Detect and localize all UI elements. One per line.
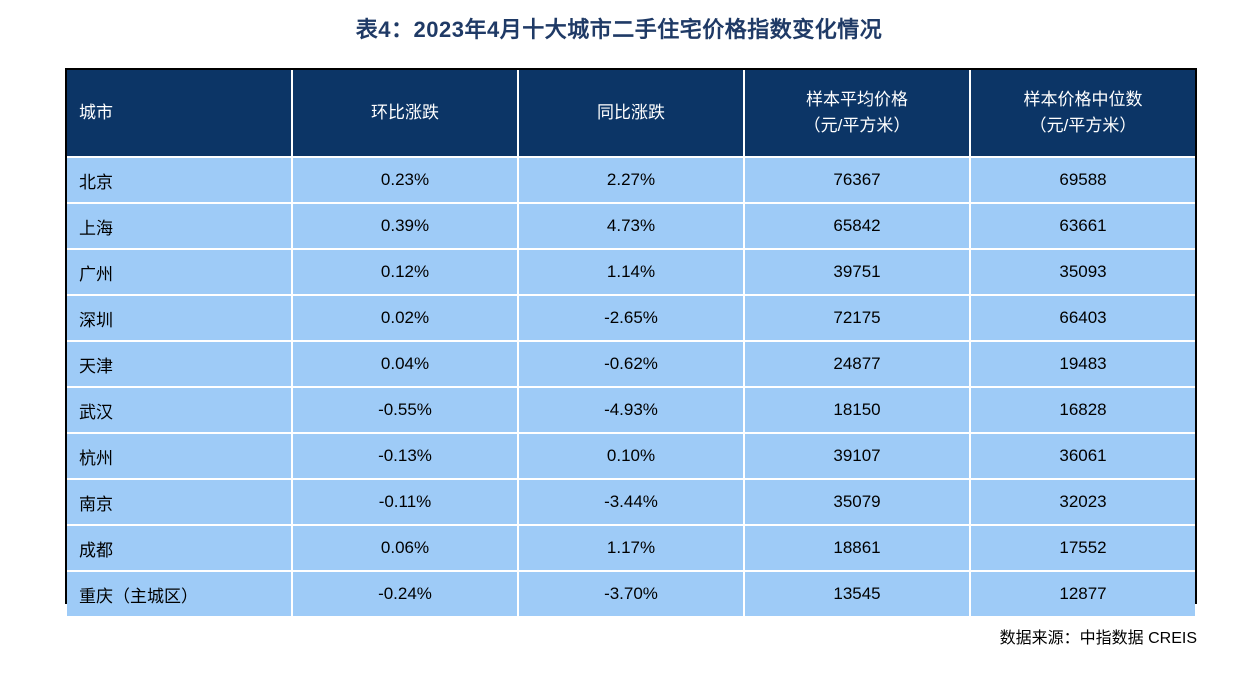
data-source-note: 数据来源：中指数据 CREIS bbox=[999, 630, 1197, 647]
cell-median-price: 36061 bbox=[970, 433, 1195, 480]
cell-avg-price: 72175 bbox=[744, 295, 971, 342]
table-title: 表4：2023年4月十大城市二手住宅价格指数变化情况 bbox=[355, 17, 883, 42]
cell-yoy-change: 1.17% bbox=[518, 525, 745, 572]
price-index-table: 城市 环比涨跌 同比涨跌 样本平均价格 （元/平方米） 样本价格中位数 （元/平… bbox=[65, 68, 1197, 616]
cell-yoy-change: -2.65% bbox=[518, 295, 745, 342]
table-row: 成都 0.06% 1.17% 18861 17552 bbox=[67, 525, 1195, 572]
cell-mom-change: -0.11% bbox=[292, 479, 519, 526]
cell-median-price: 66403 bbox=[970, 295, 1195, 342]
cell-mom-change: -0.24% bbox=[292, 571, 519, 616]
header-avg-price-unit: （元/平方米） bbox=[803, 116, 911, 135]
cell-mom-change: -0.55% bbox=[292, 387, 519, 434]
header-median-price-label: 样本价格中位数 bbox=[1023, 90, 1143, 109]
cell-mom-change: 0.23% bbox=[292, 157, 519, 204]
cell-yoy-change: 0.10% bbox=[518, 433, 745, 480]
header-yoy-change-label: 同比涨跌 bbox=[597, 103, 665, 122]
cell-city: 北京 bbox=[67, 157, 293, 204]
cell-avg-price: 65842 bbox=[744, 203, 971, 250]
table-row: 杭州 -0.13% 0.10% 39107 36061 bbox=[67, 433, 1195, 480]
table-row: 天津 0.04% -0.62% 24877 19483 bbox=[67, 341, 1195, 388]
cell-yoy-change: -3.44% bbox=[518, 479, 745, 526]
table-header-row: 城市 环比涨跌 同比涨跌 样本平均价格 （元/平方米） 样本价格中位数 （元/平… bbox=[67, 70, 1195, 158]
cell-mom-change: 0.04% bbox=[292, 341, 519, 388]
cell-city: 重庆（主城区） bbox=[67, 571, 293, 616]
cell-median-price: 63661 bbox=[970, 203, 1195, 250]
header-avg-price-label: 样本平均价格 bbox=[806, 90, 908, 109]
cell-mom-change: 0.06% bbox=[292, 525, 519, 572]
cell-yoy-change: 4.73% bbox=[518, 203, 745, 250]
header-mom-change-label: 环比涨跌 bbox=[371, 103, 439, 122]
cell-median-price: 69588 bbox=[970, 157, 1195, 204]
cell-median-price: 16828 bbox=[970, 387, 1195, 434]
cell-mom-change: 0.02% bbox=[292, 295, 519, 342]
cell-avg-price: 24877 bbox=[744, 341, 971, 388]
header-mom-change: 环比涨跌 bbox=[292, 70, 519, 158]
header-city: 城市 bbox=[67, 70, 293, 158]
cell-city: 武汉 bbox=[67, 387, 293, 434]
cell-yoy-change: -3.70% bbox=[518, 571, 745, 616]
cell-median-price: 12877 bbox=[970, 571, 1195, 616]
table-row: 深圳 0.02% -2.65% 72175 66403 bbox=[67, 295, 1195, 342]
cell-median-price: 17552 bbox=[970, 525, 1195, 572]
cell-avg-price: 39751 bbox=[744, 249, 971, 296]
cell-avg-price: 13545 bbox=[744, 571, 971, 616]
cell-avg-price: 76367 bbox=[744, 157, 971, 204]
cell-city: 杭州 bbox=[67, 433, 293, 480]
cell-city: 南京 bbox=[67, 479, 293, 526]
cell-yoy-change: 2.27% bbox=[518, 157, 745, 204]
table-row: 上海 0.39% 4.73% 65842 63661 bbox=[67, 203, 1195, 250]
header-median-price: 样本价格中位数 （元/平方米） bbox=[970, 70, 1195, 158]
cell-city: 成都 bbox=[67, 525, 293, 572]
cell-city: 上海 bbox=[67, 203, 293, 250]
cell-avg-price: 35079 bbox=[744, 479, 971, 526]
cell-median-price: 19483 bbox=[970, 341, 1195, 388]
header-median-price-unit: （元/平方米） bbox=[1029, 116, 1137, 135]
cell-city: 深圳 bbox=[67, 295, 293, 342]
header-yoy-change: 同比涨跌 bbox=[518, 70, 745, 158]
cell-median-price: 35093 bbox=[970, 249, 1195, 296]
cell-city: 天津 bbox=[67, 341, 293, 388]
cell-mom-change: 0.12% bbox=[292, 249, 519, 296]
table-row: 广州 0.12% 1.14% 39751 35093 bbox=[67, 249, 1195, 296]
cell-avg-price: 18150 bbox=[744, 387, 971, 434]
cell-avg-price: 39107 bbox=[744, 433, 971, 480]
cell-avg-price: 18861 bbox=[744, 525, 971, 572]
table-row: 重庆（主城区） -0.24% -3.70% 13545 12877 bbox=[67, 571, 1195, 616]
header-avg-price: 样本平均价格 （元/平方米） bbox=[744, 70, 971, 158]
cell-mom-change: -0.13% bbox=[292, 433, 519, 480]
cell-yoy-change: -0.62% bbox=[518, 341, 745, 388]
cell-mom-change: 0.39% bbox=[292, 203, 519, 250]
table-row: 北京 0.23% 2.27% 76367 69588 bbox=[67, 157, 1195, 204]
header-city-label: 城市 bbox=[79, 103, 113, 122]
cell-median-price: 32023 bbox=[970, 479, 1195, 526]
cell-city: 广州 bbox=[67, 249, 293, 296]
cell-yoy-change: 1.14% bbox=[518, 249, 745, 296]
cell-yoy-change: -4.93% bbox=[518, 387, 745, 434]
table-row: 武汉 -0.55% -4.93% 18150 16828 bbox=[67, 387, 1195, 434]
table-row: 南京 -0.11% -3.44% 35079 32023 bbox=[67, 479, 1195, 526]
